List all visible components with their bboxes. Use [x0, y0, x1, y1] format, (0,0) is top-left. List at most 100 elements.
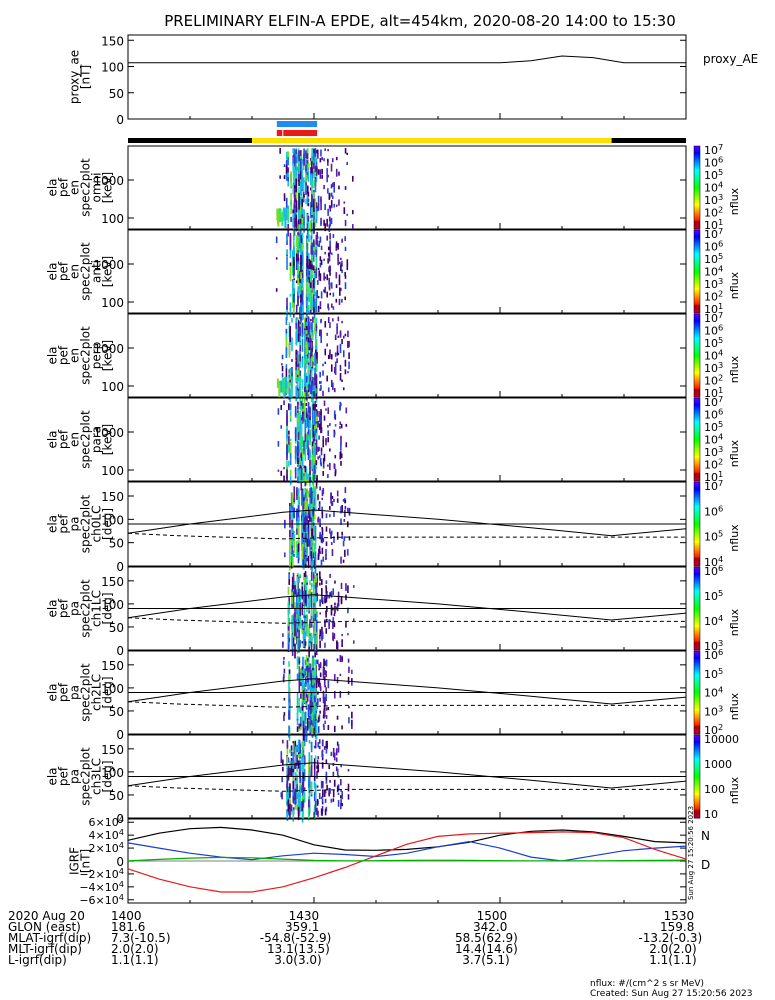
pa-ch1-heatmap-cell [321, 579, 323, 585]
pa-ch3-heatmap-cell [301, 784, 303, 792]
spec-anti-heatmap-cell [312, 278, 315, 294]
spec-perp-heatmap-cell [312, 376, 314, 386]
spec-anti-heatmap-cell [315, 265, 318, 279]
pa-ch2-colorbar-cell [694, 667, 700, 671]
pa-ch2-heatmap-cell [327, 724, 330, 731]
spec-perp-heatmap-cell [332, 384, 334, 391]
spec-anti-heatmap-cell [317, 295, 320, 299]
pa-ch3-heatmap-cell [308, 752, 311, 762]
spec-perp-heatmap-cell [324, 348, 327, 356]
pa-ch3-heatmap-cell [308, 762, 310, 778]
pa-ch0-heatmap-cell [306, 538, 308, 548]
footer-row-label: 2020 Aug 20 [8, 909, 85, 923]
pa-ch1-heatmap-cell [301, 624, 304, 630]
spec-anti-colorbar-cell [694, 292, 700, 295]
pa-ch3-heatmap-cell [324, 808, 327, 816]
pa-ch2-heatmap-cell [305, 703, 308, 708]
pa-ch0-colorbar-cell [694, 505, 700, 508]
spec-para-heatmap-cell [297, 431, 300, 437]
spec-perp-heatmap-cell [333, 366, 336, 374]
pa-ch1-heatmap-cell [345, 622, 347, 628]
spec-anti-heatmap-cell [301, 278, 304, 287]
spec-para-colorbar-cell [694, 460, 700, 463]
spec-anti-heatmap-cell [316, 290, 318, 299]
pa-ch0-heatmap-cell [333, 510, 335, 517]
spec-perp-heatmap-cell [301, 378, 304, 391]
pa-ch1-heatmap-cell [296, 576, 299, 593]
pa-ch3-colorbar-cell [694, 791, 700, 794]
pa-ch3-heatmap-cell [295, 746, 297, 750]
spec-perp-heatmap-cell [281, 363, 283, 366]
spec-anti-heatmap-cell [312, 239, 315, 248]
spec-para-ylabel-line: en [68, 432, 82, 447]
spec-perp-heatmap-cell [285, 337, 288, 354]
pa-ch0-heatmap-cell [292, 558, 294, 568]
spec-para-heatmap-cell [311, 441, 314, 447]
igrf-ticklabel: 0 [116, 855, 124, 869]
pa-ch0-heatmap-cell [318, 503, 321, 511]
spec-omni-heatmap-cell [290, 186, 292, 189]
spec-anti-heatmap-cell [346, 266, 349, 271]
pa-ch3-heatmap-cell [335, 757, 338, 762]
pa-ch0-heatmap-cell [309, 493, 311, 498]
pa-ch0-heatmap-cell [346, 507, 349, 513]
spec-para-heatmap-cell [286, 460, 288, 470]
spec-omni-ticklabel: 1000 [93, 174, 124, 188]
spec-anti-heatmap-cell [319, 301, 322, 307]
pa-ch2-heatmap-cell [299, 718, 302, 730]
spec-omni-heatmap-cell [306, 193, 309, 206]
spec-para-heatmap-cell [297, 410, 299, 413]
pa-ch3-heatmap-cell [295, 799, 297, 805]
spec-omni-heatmap-cell [351, 175, 354, 182]
spec-para-heatmap-cell [345, 442, 348, 448]
spec-anti-heatmap-cell [305, 293, 308, 307]
pa-ch2-heatmap-cell [313, 668, 315, 679]
spec-anti-heatmap-cell [300, 234, 303, 245]
spec-anti-heatmap-cell [344, 296, 346, 301]
pa-ch1-colorbar-cell [694, 625, 700, 628]
pa-ch3-heatmap-cell [287, 786, 290, 799]
spec-para-heatmap-cell [309, 449, 311, 462]
spec-para-heatmap-cell [309, 459, 311, 474]
spec-omni-heatmap-cell [330, 200, 333, 208]
pa-ch3-heatmap-cell [299, 786, 301, 797]
spec-anti-heatmap-cell [300, 261, 302, 273]
spec-para-heatmap-cell [289, 469, 292, 476]
spec-omni-ylabel-line: [keV] [101, 172, 115, 203]
pa-ch2-ticklabel: 100 [101, 682, 124, 696]
footer-row: MLAT-igrf(dip) 7.3(-10.5) -54.8(-52.9) 58.5… [0, 931, 775, 945]
spec-omni-heatmap-cell [310, 157, 312, 162]
spec-perp-heatmap-cell [297, 388, 300, 397]
pa-ch3-heatmap-cell [340, 789, 342, 792]
pa-ch0-heatmap-cell [296, 540, 298, 549]
pa-ch0-heatmap-cell [325, 548, 327, 557]
spec-para-heatmap-cell [313, 446, 316, 460]
spec-para-heatmap-cell [322, 435, 325, 442]
spec-anti-heatmap-cell [310, 300, 312, 310]
spec-perp-heatmap-cell [307, 370, 310, 385]
pa-ch3-heatmap-cell [301, 741, 303, 748]
spec-anti-heatmap-cell [328, 254, 330, 262]
pa-ch1-colorbar-cell [694, 645, 700, 649]
spec-omni-heatmap-cell [311, 172, 313, 176]
spec-perp-heatmap-cell [310, 350, 313, 356]
pa-ch1-heatmap-cell [341, 641, 343, 645]
spec-para-heatmap-cell [312, 423, 315, 438]
spec-omni-heatmap-cell [335, 204, 338, 207]
spec-anti-heatmap-cell [323, 289, 325, 293]
pa-ch0-heatmap-cell [310, 558, 313, 562]
spec-perp-heatmap-cell [299, 353, 301, 367]
pa-ch2-heatmap-cell [307, 667, 310, 673]
pa-ch0-heatmap-cell [293, 486, 296, 502]
spec-perp-heatmap-cell [330, 379, 333, 388]
pa-ch0-heatmap-cell [314, 498, 317, 512]
pa-ch1-cb-label: nflux [728, 608, 741, 636]
spec-para-heatmap-cell [312, 410, 315, 425]
pa-ch1-colorbar-cell [694, 579, 700, 583]
pa-ch1-heatmap-cell [325, 586, 328, 594]
pa-ch0-colorbar-cell [694, 559, 700, 563]
pa-ch0-heatmap-cell [307, 506, 310, 519]
pa-ch2-heatmap-cell [310, 714, 313, 717]
